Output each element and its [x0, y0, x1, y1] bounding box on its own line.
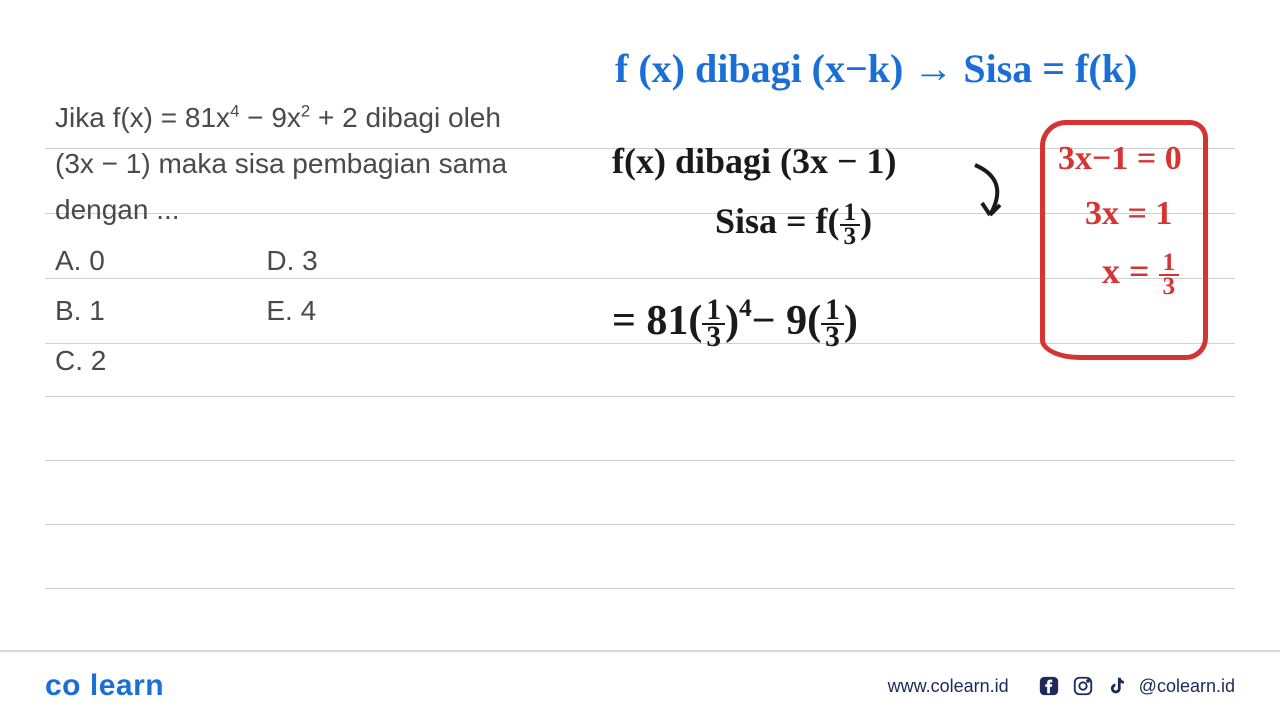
facebook-icon	[1037, 674, 1061, 698]
problem-line2: (3x − 1) maka sisa pembagian sama	[55, 141, 585, 187]
arrow-curve-icon	[965, 155, 1025, 235]
rule-blue: f (x) dibagi (x−k) → Sisa = f(k)	[615, 45, 1137, 92]
instagram-icon	[1071, 674, 1095, 698]
option-d: D. 3	[266, 238, 317, 284]
options: A. 0 B. 1 C. 2 D. 3 E. 4	[55, 238, 585, 385]
problem-line3: dengan ...	[55, 187, 585, 233]
red-line1: 3x−1 = 0	[1058, 140, 1182, 178]
red-line3: x = 13	[1102, 250, 1179, 297]
footer-url: www.colearn.id	[888, 676, 1009, 697]
work-calc: = 81(13)4− 9(13)	[612, 295, 858, 350]
problem-line1: Jika f(x) = 81x4 − 9x2 + 2 dibagi oleh	[55, 95, 585, 141]
option-e: E. 4	[266, 288, 317, 334]
option-b: B. 1	[55, 288, 106, 334]
option-a: A. 0	[55, 238, 106, 284]
brand-logo: co learn	[45, 669, 164, 703]
brand-learn: learn	[90, 669, 164, 702]
red-line2: 3x = 1	[1085, 195, 1172, 233]
socials: @colearn.id	[1037, 674, 1235, 698]
tiktok-icon	[1105, 674, 1129, 698]
brand-co: co	[45, 669, 81, 702]
brand-dot	[81, 669, 90, 702]
footer-handle: @colearn.id	[1139, 676, 1235, 697]
option-c: C. 2	[55, 338, 106, 384]
work-line2: Sisa = f(13)	[715, 200, 872, 247]
problem-text: Jika f(x) = 81x4 − 9x2 + 2 dibagi oleh (…	[55, 95, 585, 384]
work-line1: f(x) dibagi (3x − 1)	[612, 140, 897, 182]
footer: co learn www.colearn.id @colearn.id	[0, 650, 1280, 720]
